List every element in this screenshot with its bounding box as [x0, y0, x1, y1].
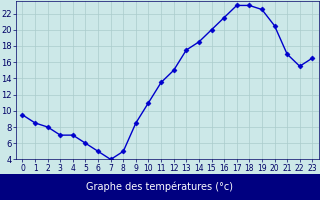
Text: Graphe des températures (°c): Graphe des températures (°c) — [86, 182, 234, 192]
